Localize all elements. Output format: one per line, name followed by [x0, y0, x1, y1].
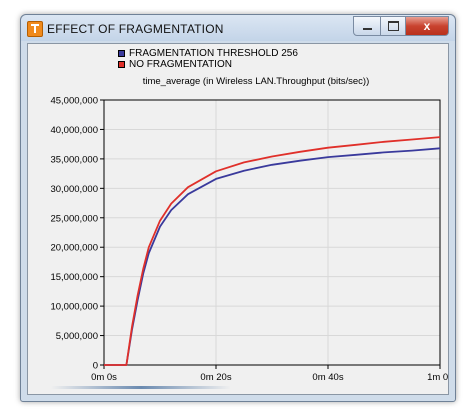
minimize-button[interactable]: [353, 16, 381, 36]
maximize-icon: [387, 21, 399, 31]
app-icon: [27, 21, 43, 37]
x-tick-label: 0m 40s: [312, 372, 343, 383]
legend-swatch-no-fragmentation: [118, 61, 125, 68]
close-button[interactable]: x: [406, 16, 449, 36]
y-tick-label: 0: [93, 361, 98, 372]
y-tick-label: 30,000,000: [50, 184, 98, 195]
y-tick-label: 35,000,000: [50, 154, 98, 165]
chart-area: FRAGMENTATION THRESHOLD 256 NO FRAGMENTA…: [27, 43, 449, 395]
window-edge-glow: [51, 386, 231, 389]
legend-item: FRAGMENTATION THRESHOLD 256: [118, 48, 298, 59]
minimize-icon: [362, 28, 372, 30]
y-tick-label: 20,000,000: [50, 243, 98, 254]
y-tick-label: 5,000,000: [56, 331, 98, 342]
y-tick-label: 45,000,000: [50, 96, 98, 107]
series-line-fragmentation: [104, 147, 441, 366]
window-title: EFFECT OF FRAGMENTATION: [47, 22, 224, 36]
x-axis: 0m 0s 0m 20s 0m 40s 1m 0s: [91, 365, 448, 383]
title-bar[interactable]: EFFECT OF FRAGMENTATION x: [21, 15, 455, 41]
legend-label-fragmentation: FRAGMENTATION THRESHOLD 256: [129, 48, 298, 59]
plot-frame: [103, 99, 441, 366]
close-icon: x: [423, 19, 431, 33]
legend-swatch-fragmentation: [118, 50, 125, 57]
y-axis: 0 5,000,000 10,000,000 15,000,000 20,000,000…: [50, 96, 104, 372]
series-line-no-fragmentation: [104, 136, 441, 366]
legend-item: NO FRAGMENTATION: [118, 59, 298, 70]
window-controls: x: [353, 16, 449, 36]
x-tick-label: 0m 0s: [91, 372, 117, 383]
x-tick-label: 0m 20s: [200, 372, 231, 383]
series-group: [104, 136, 441, 366]
chart-window: EFFECT OF FRAGMENTATION x FRAGMENTATION …: [20, 14, 456, 402]
y-tick-label: 40,000,000: [50, 125, 98, 136]
chart-title: time_average (in Wireless LAN.Throughput…: [143, 76, 370, 87]
y-tick-label: 25,000,000: [50, 213, 98, 224]
legend: FRAGMENTATION THRESHOLD 256 NO FRAGMENTA…: [118, 48, 298, 70]
maximize-button[interactable]: [381, 16, 406, 36]
y-tick-label: 15,000,000: [50, 272, 98, 283]
x-tick-label: 1m 0s: [427, 372, 448, 383]
grid: [104, 100, 440, 365]
y-tick-label: 10,000,000: [50, 302, 98, 313]
line-chart: time_average (in Wireless LAN.Throughput…: [50, 76, 448, 383]
legend-label-no-fragmentation: NO FRAGMENTATION: [129, 59, 232, 70]
